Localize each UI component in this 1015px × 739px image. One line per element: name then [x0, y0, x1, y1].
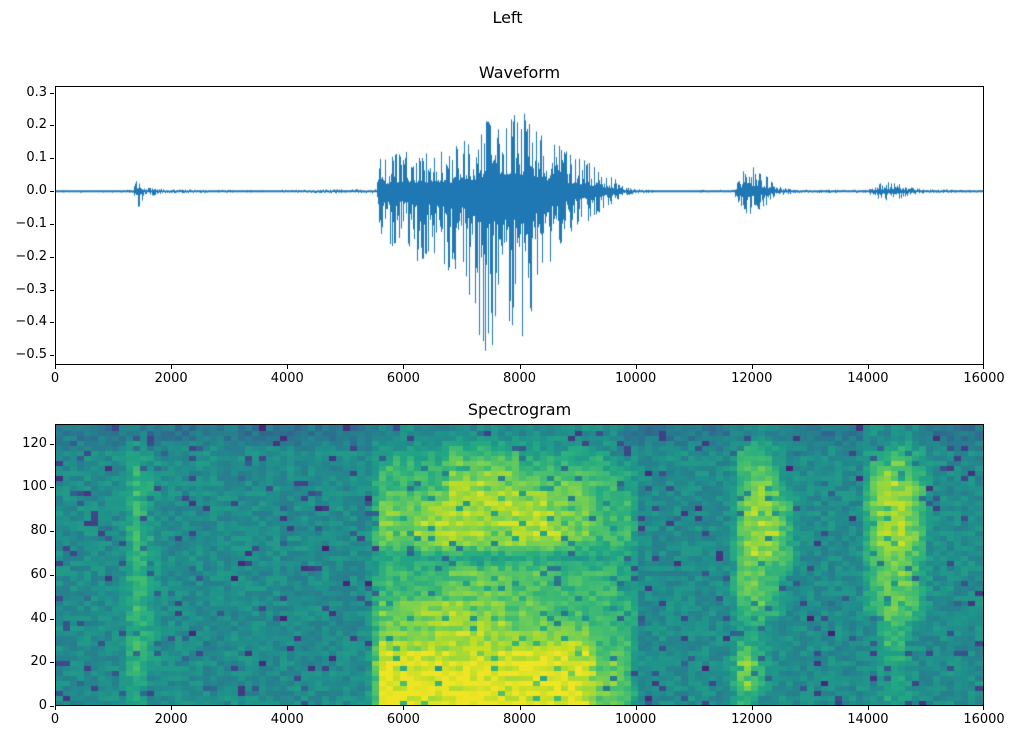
waveform-ytick-label-0.1: 0.1 — [26, 150, 47, 166]
spectrogram-ytick-mark — [50, 531, 54, 532]
spectrogram-ytick-label-40: 40 — [30, 610, 47, 626]
waveform-xtick-mark — [636, 365, 637, 369]
waveform-ytick-label-−0.4: −0.4 — [15, 314, 47, 330]
figure-suptitle: Left — [492, 8, 523, 27]
waveform-xtick-label-2000: 2000 — [154, 371, 188, 386]
waveform-plot-canvas — [56, 87, 983, 364]
spectrogram-xtick-mark — [287, 706, 288, 710]
waveform-xtick-mark — [171, 365, 172, 369]
waveform-xtick-label-10000: 10000 — [614, 371, 657, 386]
waveform-xtick-mark — [868, 365, 869, 369]
waveform-xtick-mark — [287, 365, 288, 369]
waveform-xtick-mark — [55, 365, 56, 369]
spectrogram-xtick-mark — [171, 706, 172, 710]
waveform-ytick-mark — [50, 191, 54, 192]
spectrogram-xtick-mark — [55, 706, 56, 710]
waveform-ytick-mark — [50, 93, 54, 94]
spectrogram-xtick-label-14000: 14000 — [847, 712, 889, 727]
waveform-xtick-label-14000: 14000 — [847, 371, 889, 386]
spectrogram-xtick-label-0: 0 — [50, 712, 60, 727]
spectrogram-ytick-label-0: 0 — [38, 698, 47, 713]
spectrogram-ytick-label-60: 60 — [30, 566, 47, 582]
waveform-ytick-mark — [50, 224, 54, 225]
spectrogram-xtick-label-16000: 16000 — [963, 712, 1005, 727]
spectrogram-xtick-mark — [983, 706, 984, 710]
spectrogram-axes — [55, 424, 984, 706]
spectrogram-ytick-label-20: 20 — [30, 654, 47, 670]
waveform-ytick-mark — [50, 125, 54, 126]
spectrogram-ytick-label-80: 80 — [30, 523, 47, 539]
waveform-ytick-label-0.3: 0.3 — [26, 84, 47, 100]
spectrogram-ytick-mark — [50, 487, 54, 488]
waveform-xtick-mark — [983, 365, 984, 369]
waveform-xtick-label-4000: 4000 — [270, 371, 304, 386]
spectrogram-ytick-mark — [50, 575, 54, 576]
spectrogram-plot-canvas — [56, 425, 983, 705]
spectrogram-xtick-label-4000: 4000 — [270, 712, 304, 727]
spectrogram-ytick-mark — [50, 619, 54, 620]
waveform-ytick-label-−0.3: −0.3 — [15, 281, 47, 297]
spectrogram-xtick-mark — [636, 706, 637, 710]
waveform-xtick-label-6000: 6000 — [386, 371, 420, 386]
waveform-xtick-mark — [403, 365, 404, 369]
spectrogram-ytick-mark — [50, 706, 54, 707]
spectrogram-xtick-mark — [520, 706, 521, 710]
waveform-xtick-label-12000: 12000 — [731, 371, 773, 386]
waveform-ytick-label-0.0: 0.0 — [26, 183, 47, 199]
waveform-xtick-mark — [520, 365, 521, 369]
waveform-xtick-label-8000: 8000 — [502, 371, 537, 386]
waveform-axes — [55, 86, 984, 365]
waveform-ytick-mark — [50, 158, 54, 159]
spectrogram-ytick-label-100: 100 — [22, 479, 47, 495]
waveform-xtick-label-0: 0 — [50, 371, 60, 386]
waveform-ytick-mark — [50, 322, 54, 323]
waveform-ytick-label-−0.1: −0.1 — [15, 215, 47, 231]
spectrogram-xtick-label-12000: 12000 — [731, 712, 773, 727]
waveform-ytick-mark — [50, 355, 54, 356]
waveform-xtick-mark — [752, 365, 753, 369]
spectrogram-ytick-mark — [50, 662, 54, 663]
spectrogram-xtick-label-6000: 6000 — [386, 712, 420, 727]
spectrogram-ytick-label-120: 120 — [22, 435, 47, 451]
waveform-ytick-label-0.2: 0.2 — [26, 117, 47, 133]
spectrogram-xtick-label-10000: 10000 — [614, 712, 657, 727]
spectrogram-title: Spectrogram — [467, 400, 572, 419]
waveform-xtick-label-16000: 16000 — [963, 371, 1005, 386]
waveform-ytick-label-−0.2: −0.2 — [15, 248, 47, 264]
waveform-ytick-label-−0.5: −0.5 — [15, 347, 47, 363]
spectrogram-ytick-mark — [50, 444, 54, 445]
spectrogram-xtick-mark — [752, 706, 753, 710]
spectrogram-xtick-label-2000: 2000 — [154, 712, 188, 727]
spectrogram-xtick-label-8000: 8000 — [502, 712, 537, 727]
waveform-ytick-mark — [50, 290, 54, 291]
waveform-title: Waveform — [478, 63, 561, 82]
spectrogram-xtick-mark — [868, 706, 869, 710]
spectrogram-xtick-mark — [403, 706, 404, 710]
waveform-ytick-mark — [50, 257, 54, 258]
